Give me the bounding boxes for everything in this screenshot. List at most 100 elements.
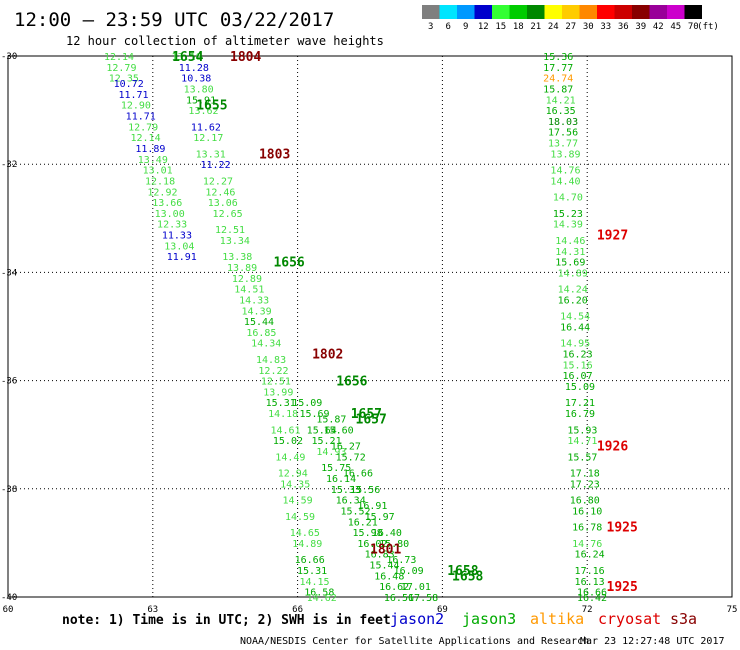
wave-height-value: 16.21 [348,517,378,528]
wave-height-value: 12.14 [131,133,161,144]
wave-height-value: 12.27 [203,176,233,187]
wave-height-value: 15.36 [543,52,573,63]
map-subtitle: 12 hour collection of altimeter wave hei… [66,34,384,48]
pass-time-label: 1658 [447,564,478,579]
wave-height-value: 14.89 [558,268,588,279]
wave-height-value: 14.61 [270,425,300,436]
legend-unit: (ft) [697,22,719,32]
legend-swatch-18 [509,5,527,19]
wave-height-value: 11.91 [167,252,197,263]
wave-height-value: 13.99 [263,387,293,398]
wave-height-value: 14.62 [307,593,337,604]
footer-timestamp: Mar 23 12:27:48 UTC 2017 [580,636,725,647]
wave-height-value: 16.91 [357,501,387,512]
wave-height-value: 12.18 [145,176,175,187]
wave-height-value: 16.02 [357,539,387,550]
footer-credit: NOAA/NESDIS Center for Satellite Applica… [240,636,589,647]
wave-height-value: 17.01 [401,582,431,593]
x-tick-label: 63 [147,605,158,615]
legend-swatch-6 [439,5,457,19]
x-tick-label: 75 [727,605,738,615]
wave-height-value: 12.17 [193,133,223,144]
legend-swatch-3 [422,5,440,19]
pass-time-label: 1654 [172,50,203,65]
wave-height-value: 15.72 [336,452,366,463]
wave-height-value: 12.79 [128,122,158,133]
wave-height-value: 13.89 [227,263,257,274]
x-tick-label: 66 [292,605,303,615]
footer: note: 1) Time is in UTC; 2) SWH is in fe… [62,610,725,647]
legend-label: 18 [513,22,524,32]
pass-time-label: 1655 [196,99,227,114]
wave-height-value: 16.73 [386,555,416,566]
y-tick-label: -36 [1,377,17,387]
wave-height-value: 14.54 [560,312,590,323]
wave-height-value: 12.35 [109,74,139,85]
pass-time-label: 1804 [230,50,261,65]
wave-height-value: 15.75 [321,463,351,474]
wave-height-value: 14.24 [558,285,588,296]
wave-height-value: 13.77 [548,139,578,150]
wave-height-value: 16.80 [570,496,600,507]
wave-height-value: 16.66 [577,588,607,599]
y-tick-label: -30 [1,52,17,62]
wave-height-value: 12.14 [104,52,134,63]
note-text: note: 1) Time is in UTC; 2) SWH is in fe… [62,613,391,628]
legend-label: 6 [446,22,451,32]
wave-height-value: 12.33 [157,220,187,231]
wave-height-value: 13.04 [164,241,194,252]
legend-swatch-30 [579,5,597,19]
x-tick-label: 69 [437,605,448,615]
wave-height-value: 14.39 [553,220,583,231]
wave-height-value: 16.78 [572,523,602,534]
wave-height-value: 11.28 [179,63,209,74]
wave-height-value: 16.07 [562,371,592,382]
legend-label: 27 [565,22,576,32]
wave-height-value: 14.31 [555,247,585,258]
wave-height-value: 11.33 [162,231,192,242]
wave-height-value: 17.18 [570,469,600,480]
wave-height-value: 15.09 [292,398,322,409]
header: 12:00 – 23:59 UTC 03/22/2017 12 hour col… [14,9,384,48]
wave-height-value: 14.51 [234,285,264,296]
pass-time-label: 1925 [607,521,638,536]
legend-label: 45 [670,22,681,32]
wave-height-value: 13.01 [143,166,173,177]
wave-height-value: 11.71 [126,112,156,123]
wave-height-value: 16.62 [379,582,409,593]
wave-height-value: 15.33 [331,485,361,496]
wave-height-value: 24.74 [543,74,573,85]
wave-height-value: 16.58 [304,588,334,599]
y-tick-label: -40 [1,593,17,603]
wave-height-value: 12.92 [147,187,177,198]
wave-height-value: 13.38 [222,252,252,263]
wave-height-value: 16.85 [246,328,276,339]
wave-height-value: 16.83 [365,550,395,561]
wave-height-value: 15.16 [562,360,592,371]
wave-height-value: 15.91 [186,95,216,106]
legend-swatch-39 [632,5,650,19]
wave-height-value: 15.97 [365,512,395,523]
wave-height-value: 16.66 [343,469,373,480]
wave-height-value: 15.02 [273,436,303,447]
wave-height-value: 13.49 [138,155,168,166]
satellite-jason3: jason3 [462,610,516,628]
wave-height-value: 13.00 [155,209,185,220]
satellite-legend: jason2 jason3 altika cryosat s3a [390,610,697,628]
wave-height-value: 13.62 [188,106,218,117]
wave-height-value: 16.14 [326,474,356,485]
wave-height-value: 16.23 [562,350,592,361]
wave-height-value: 16.20 [558,295,588,306]
wave-height-value: 14.40 [550,176,580,187]
y-tick-label: -38 [1,485,17,495]
wave-height-value: 15.23 [553,209,583,220]
wave-height-value: 15.60 [324,425,354,436]
wave-height-value: 12.79 [106,63,136,74]
wave-height-value: 15.31 [297,566,327,577]
wave-height-value: 16.09 [394,566,424,577]
legend-label: 3 [428,22,433,32]
legend-label: 39 [635,22,646,32]
wave-height-value: 15.69 [299,409,329,420]
wave-height-value: 14.76 [572,539,602,550]
